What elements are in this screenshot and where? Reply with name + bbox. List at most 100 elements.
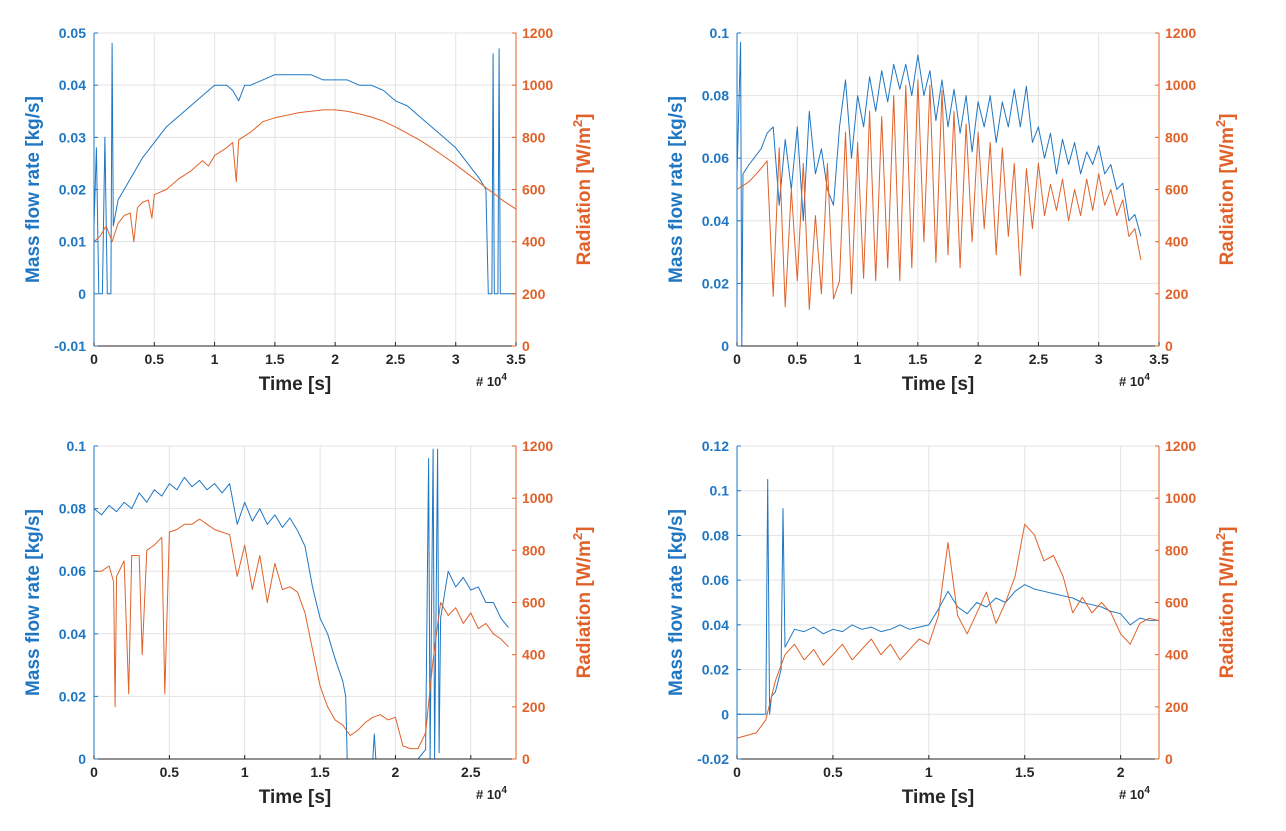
x-exponent-base: # 10 bbox=[1119, 787, 1144, 802]
left-y-tick-label: 0.04 bbox=[702, 213, 729, 229]
left-y-tick-label: 0.08 bbox=[702, 527, 729, 543]
x-tick-label: 3.5 bbox=[1149, 351, 1169, 367]
left-y-axis-label: Mass flow rate [kg/s] bbox=[23, 96, 44, 283]
x-tick-label: 1 bbox=[925, 764, 933, 780]
left-y-tick-label: 0 bbox=[78, 751, 86, 767]
left-y-tick-label: -0.02 bbox=[697, 751, 729, 767]
x-tick-label: 0 bbox=[90, 764, 98, 780]
left-y-tick-label: 0.1 bbox=[710, 25, 730, 41]
x-tick-label: 2.5 bbox=[386, 351, 406, 367]
right-y-tick-label: 600 bbox=[1165, 182, 1189, 198]
x-tick-label: 3 bbox=[452, 351, 460, 367]
mass-flow-series-line bbox=[736, 41, 1142, 347]
left-y-tick-label: 0.03 bbox=[59, 129, 86, 145]
x-exponent-base: # 10 bbox=[476, 787, 501, 802]
x-exponent-label: # 104 bbox=[1119, 785, 1150, 802]
x-tick-label: 2 bbox=[1117, 764, 1125, 780]
left-y-tick-label: 0.1 bbox=[710, 483, 730, 499]
x-exponent-label: # 104 bbox=[476, 372, 507, 389]
right-y-axis-label-sup: 2 bbox=[1213, 120, 1228, 127]
right-y-axis-label: Radiation [W/m2] bbox=[1213, 114, 1238, 266]
right-y-axis-label-text: Radiation [W/m bbox=[1217, 540, 1238, 678]
x-tick-label: 1 bbox=[854, 351, 862, 367]
x-tick-label: 0.5 bbox=[145, 351, 165, 367]
x-exponent-power: 4 bbox=[1144, 785, 1150, 796]
x-exponent-base: # 10 bbox=[1119, 374, 1144, 389]
right-y-tick-label: 200 bbox=[1165, 286, 1189, 302]
mass-flow-series-line bbox=[93, 448, 509, 760]
right-y-tick-label: 1200 bbox=[1165, 438, 1196, 454]
right-y-axis-label-text: Radiation [W/m bbox=[574, 540, 595, 678]
left-y-tick-label: 0.04 bbox=[702, 617, 729, 633]
right-y-tick-label: 800 bbox=[1165, 542, 1189, 558]
x-tick-label: 2.5 bbox=[1029, 351, 1049, 367]
right-y-axis-label-end: ] bbox=[574, 114, 595, 120]
left-y-tick-label: 0 bbox=[721, 706, 729, 722]
radiation-series-line bbox=[93, 109, 517, 243]
x-tick-label: 0.5 bbox=[823, 764, 843, 780]
right-y-tick-label: 0 bbox=[1165, 338, 1173, 354]
right-y-tick-label: 0 bbox=[1165, 751, 1173, 767]
right-y-tick-label: 1200 bbox=[1165, 25, 1196, 41]
right-y-tick-label: 1000 bbox=[522, 77, 553, 93]
plot-area bbox=[737, 446, 1159, 759]
right-y-tick-label: 200 bbox=[522, 286, 546, 302]
right-y-tick-label: 600 bbox=[522, 595, 546, 611]
x-tick-label: 1.5 bbox=[908, 351, 928, 367]
x-tick-label: 0.5 bbox=[160, 764, 180, 780]
right-y-axis-label: Radiation [W/m2] bbox=[570, 114, 595, 266]
right-y-tick-label: 1000 bbox=[1165, 490, 1196, 506]
x-axis-label: Time [s] bbox=[902, 374, 975, 395]
x-tick-label: 3 bbox=[1095, 351, 1103, 367]
x-tick-label: 0.5 bbox=[788, 351, 808, 367]
radiation-series-line bbox=[736, 523, 1160, 739]
x-tick-label: 2 bbox=[974, 351, 982, 367]
x-tick-label: 2 bbox=[392, 764, 400, 780]
right-y-tick-label: 1200 bbox=[522, 25, 553, 41]
right-y-tick-label: 200 bbox=[1165, 699, 1189, 715]
left-y-tick-label: 0.06 bbox=[59, 563, 86, 579]
x-tick-label: 3.5 bbox=[506, 351, 526, 367]
right-y-axis-label-end: ] bbox=[574, 527, 595, 533]
left-y-tick-label: 0.08 bbox=[702, 88, 729, 104]
x-exponent-base: # 10 bbox=[476, 374, 501, 389]
x-exponent-label: # 104 bbox=[476, 785, 507, 802]
left-y-tick-label: 0 bbox=[78, 286, 86, 302]
right-y-tick-label: 1000 bbox=[522, 490, 553, 506]
left-y-tick-label: 0.02 bbox=[59, 688, 86, 704]
right-y-tick-label: 200 bbox=[522, 699, 546, 715]
right-y-tick-label: 400 bbox=[522, 647, 546, 663]
right-y-tick-label: 400 bbox=[1165, 234, 1189, 250]
plot-area bbox=[94, 446, 516, 759]
x-tick-label: 2.5 bbox=[461, 764, 481, 780]
right-y-axis-label-sup: 2 bbox=[570, 533, 585, 540]
x-tick-label: 1 bbox=[211, 351, 219, 367]
left-y-tick-label: 0.01 bbox=[59, 234, 86, 250]
left-y-axis-label: Mass flow rate [kg/s] bbox=[666, 96, 687, 283]
x-tick-label: 1 bbox=[241, 764, 249, 780]
left-y-tick-label: -0.01 bbox=[54, 338, 86, 354]
left-y-tick-label: 0.04 bbox=[59, 626, 86, 642]
right-y-tick-label: 600 bbox=[1165, 595, 1189, 611]
x-exponent-label: # 104 bbox=[1119, 372, 1150, 389]
right-y-tick-label: 0 bbox=[522, 751, 530, 767]
x-tick-label: 1.5 bbox=[265, 351, 285, 367]
left-y-tick-label: 0.06 bbox=[702, 572, 729, 588]
x-exponent-power: 4 bbox=[1144, 372, 1150, 383]
right-y-tick-label: 1200 bbox=[522, 438, 553, 454]
right-y-axis-label-sup: 2 bbox=[1213, 533, 1228, 540]
left-y-tick-label: 0.05 bbox=[59, 25, 86, 41]
right-y-axis-label: Radiation [W/m2] bbox=[1213, 527, 1238, 679]
chart-panel-bottom-right: 0 0.5 1 1.5 2 -0.02 0 0.02 0.04 0.06 0.08 0.1 0.12 0 2… bbox=[643, 413, 1286, 826]
x-exponent-power: 4 bbox=[501, 785, 507, 796]
x-exponent-power: 4 bbox=[501, 372, 507, 383]
mass-flow-series-line bbox=[737, 479, 1159, 715]
x-tick-label: 1.5 bbox=[310, 764, 330, 780]
left-y-axis-label: Mass flow rate [kg/s] bbox=[23, 509, 44, 696]
x-tick-label: 1.5 bbox=[1015, 764, 1035, 780]
right-y-axis-label-text: Radiation [W/m bbox=[1217, 127, 1238, 265]
radiation-series-line bbox=[736, 79, 1142, 310]
left-y-tick-label: 0.02 bbox=[59, 182, 86, 198]
x-axis-label: Time [s] bbox=[259, 787, 332, 808]
right-y-axis-label-end: ] bbox=[1217, 527, 1238, 533]
